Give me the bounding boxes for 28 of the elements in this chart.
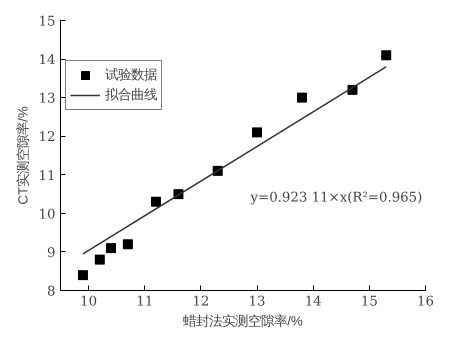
annotation: y=0.923 11×x(R²=0.965)	[250, 190, 422, 206]
y-tick-label: 10	[38, 207, 56, 222]
point	[122, 239, 133, 250]
x-tick-label: 12	[192, 294, 210, 310]
x-tick-label: 11	[136, 294, 154, 310]
y-tick-label: 15	[38, 14, 56, 30]
y-tick-label: 9	[47, 246, 56, 261]
point	[78, 270, 88, 280]
legend-label: 试验数据	[105, 67, 157, 84]
point	[296, 92, 307, 103]
point	[252, 127, 262, 138]
x-axis-title: 蜡封法实测空隙率/%	[183, 314, 303, 328]
y-tick-label: 13	[38, 92, 56, 107]
x-tick-label: 16	[417, 294, 434, 310]
y-tick-label: 12	[38, 130, 56, 146]
point	[94, 254, 105, 265]
point	[381, 50, 392, 60]
y-tick-label: 11	[38, 168, 56, 184]
x-tick-label: 15	[360, 294, 378, 310]
y-axis-title: CT实测空隙率/%	[16, 106, 31, 205]
point	[150, 196, 161, 207]
y-tick-label: 8	[47, 284, 56, 300]
x-tick-label: 14	[304, 294, 322, 310]
x-tick-label: 10	[80, 294, 98, 310]
point	[106, 243, 116, 254]
legend-label: 拟合曲线	[105, 86, 157, 104]
y-tick-label: 14	[38, 53, 56, 68]
x-tick-label: 13	[248, 294, 266, 310]
